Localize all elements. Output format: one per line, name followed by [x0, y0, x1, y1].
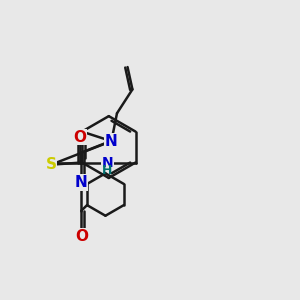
Text: S: S — [46, 157, 57, 172]
Text: O: O — [75, 229, 88, 244]
Text: N: N — [101, 155, 113, 170]
Text: H: H — [102, 164, 112, 177]
Text: N: N — [75, 175, 88, 190]
Text: O: O — [74, 130, 86, 145]
Text: N: N — [105, 134, 118, 149]
